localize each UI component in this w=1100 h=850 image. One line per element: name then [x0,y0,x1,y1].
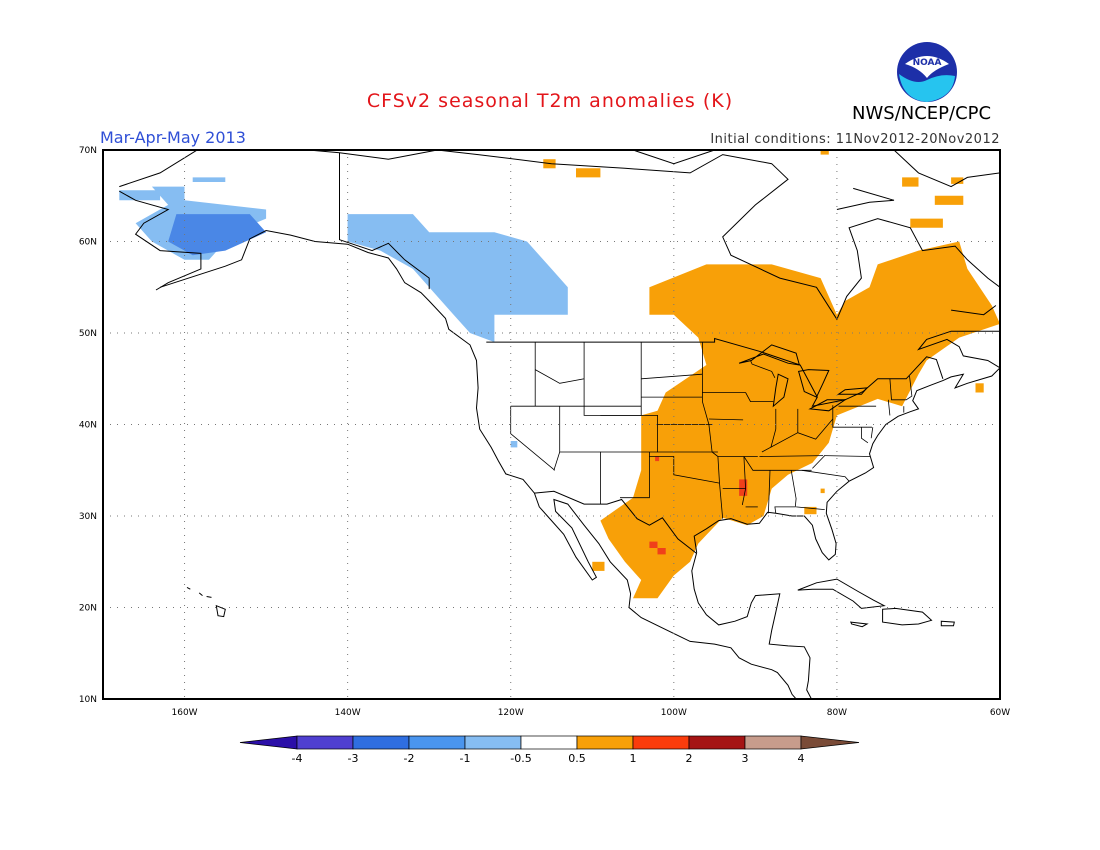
logo-text: NOAA [913,58,942,68]
anomaly-cells [119,150,1000,599]
lat-label: 50N [79,329,97,339]
lat-label: 60N [79,238,97,248]
colorbar-label: 3 [742,752,749,765]
chart-title: CFSv2 seasonal T2m anomalies (K) [366,90,734,112]
colorbar-label: -2 [404,752,415,765]
noaa-logo: NOAA [897,42,957,102]
colorbar-label: -3 [348,752,359,765]
season-label: Mar-Apr-May 2013 [100,128,246,147]
colorbar-box [632,735,690,750]
colorbar-label: 4 [798,752,805,765]
agency-label: NWS/NCEP/CPC [852,103,992,124]
lat-label: 70N [79,146,97,156]
colorbar-box [408,735,466,750]
colorbar-label: -4 [292,752,303,765]
lon-label: 60W [990,708,1010,718]
colorbar-arrow-low [239,735,298,750]
colorbar-label: 1 [630,752,637,765]
colorbar-box [296,735,354,750]
colorbar-box [576,735,634,750]
longitude-labels: 160W 140W 120W 100W 80W 60W [172,708,1011,718]
colorbar: -4 -3 -2 -1 -0.5 0.5 1 2 3 4 [239,735,860,765]
lon-label: 80W [827,708,847,718]
colorbar-label: -1 [460,752,471,765]
map-frame [102,149,1001,700]
colorbar-box [352,735,410,750]
initial-conditions-label: Initial conditions: 11Nov2012-20Nov2012 [710,132,1000,147]
colorbar-label: -0.5 [510,752,531,765]
gridlines [103,150,1000,699]
lon-label: 120W [498,708,524,718]
colorbar-labels: -4 -3 -2 -1 -0.5 0.5 1 2 3 4 [292,752,805,765]
colorbar-arrow-high [800,735,860,750]
lat-label: 10N [79,695,97,705]
lon-label: 100W [661,708,687,718]
colorbar-box [744,735,802,750]
lat-label: 30N [79,512,97,522]
lon-label: 140W [335,708,361,718]
colorbar-box [688,735,746,750]
colorbar-boxes [239,735,860,750]
lat-label: 40N [79,421,97,431]
colorbar-box [520,735,578,750]
lon-label: 160W [172,708,198,718]
latitude-labels: 70N 60N 50N 40N 30N 20N 10N [79,146,97,705]
coastlines [119,150,1000,699]
colorbar-box [464,735,522,750]
lat-label: 20N [79,604,97,614]
colorbar-label: 0.5 [568,752,586,765]
colorbar-label: 2 [686,752,693,765]
